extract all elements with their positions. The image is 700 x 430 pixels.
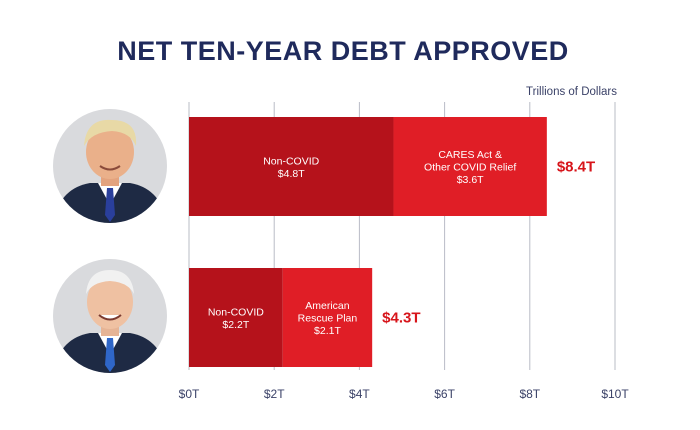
bar-group: Non-COVID $4.8T CARES Act & Other COVID Rel… (189, 117, 595, 216)
x-tick-label: $4T (349, 387, 370, 401)
segment-label: Non-COVID $2.2T (208, 306, 264, 331)
bar-segment (189, 268, 283, 367)
biden-portrait (53, 259, 167, 373)
chart-title: NET TEN-YEAR DEBT APPROVED (117, 36, 569, 66)
units-label: Trillions of Dollars (526, 86, 617, 98)
segment-label: CARES Act & Other COVID Relief $3.6T (424, 149, 516, 186)
segment-label-line: Non-COVID (263, 155, 319, 167)
x-tick-label: $0T (179, 387, 200, 401)
segment-label-line: Rescue Plan (298, 313, 358, 325)
segment-label-line: $4.8T (278, 168, 305, 180)
x-tick-label: $6T (434, 387, 455, 401)
bar-segment (189, 117, 394, 216)
trump-portrait (53, 109, 167, 223)
segment-label: American Rescue Plan $2.1T (298, 300, 358, 337)
segment-label-line: $3.6T (457, 174, 484, 186)
segment-label-line: $2.1T (314, 325, 341, 337)
bar-group: Non-COVID $2.2T American Rescue Plan $2.1T $4… (189, 268, 421, 367)
segment-label-line: $2.2T (222, 319, 249, 331)
segment-label-line: Non-COVID (208, 306, 264, 318)
bar-total-label: $4.3T (382, 310, 420, 327)
segment-label-line: CARES Act & (438, 149, 502, 161)
segment-label-line: Other COVID Relief (424, 162, 516, 174)
segment-label-line: American (305, 300, 350, 312)
segment-label: Non-COVID $4.8T (263, 155, 319, 180)
bar-segment (282, 268, 373, 367)
x-tick-label: $10T (601, 387, 629, 401)
x-tick-label: $2T (264, 387, 285, 401)
x-tick-label: $8T (519, 387, 540, 401)
bar-total-label: $8.4T (557, 159, 595, 176)
x-axis-ticks: $0T $2T $4T $6T $8T $10T (179, 387, 630, 401)
bar-segment (393, 117, 547, 216)
